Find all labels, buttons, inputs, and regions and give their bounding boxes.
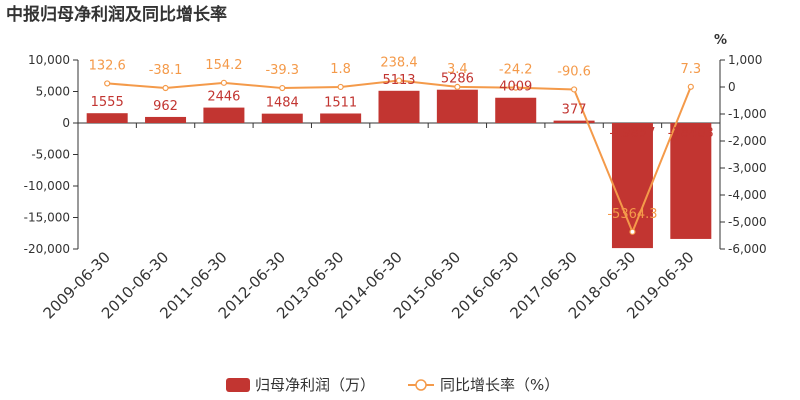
- legend-line-label: 同比增长率（%）: [440, 376, 559, 394]
- bar-value-label: 377: [562, 103, 587, 118]
- bar[interactable]: [203, 107, 245, 123]
- left-axis-tick-label: 0: [62, 116, 70, 130]
- bar-value-label: 5113: [382, 73, 415, 88]
- legend[interactable]: 归母净利润（万） 同比增长率（%）: [226, 376, 559, 394]
- right-axis-tick-label: -2,000: [728, 134, 767, 148]
- bar-value-label: -18403: [668, 126, 714, 141]
- bar[interactable]: [86, 113, 128, 123]
- line-point[interactable]: [279, 84, 286, 92]
- line-point[interactable]: [454, 83, 461, 91]
- right-axis-unit: %: [714, 33, 727, 48]
- line-point[interactable]: [570, 86, 578, 93]
- legend-bar-label: 归母净利润（万）: [255, 376, 375, 394]
- line-value-label: -24.2: [499, 63, 533, 78]
- data-labels: 1555 962 2446 1484 1511 5113 5286 4009 377 -19857…: [89, 56, 714, 222]
- right-axis-tick-label: 1,000: [728, 53, 762, 67]
- line-value-label: -5364.3: [607, 207, 657, 222]
- line-value-label: 132.6: [89, 58, 126, 73]
- line-point[interactable]: [162, 84, 169, 92]
- bar-series: [86, 89, 712, 249]
- line-point[interactable]: [220, 79, 228, 86]
- left-axis-tick-label: 5,000: [36, 85, 70, 99]
- line-point[interactable]: [629, 228, 636, 235]
- bar[interactable]: [553, 120, 595, 123]
- bar[interactable]: [611, 123, 653, 249]
- bar-value-label: 962: [153, 99, 178, 114]
- left-axis-tick-label: -20,000: [24, 242, 70, 256]
- right-axis-tick-label: -3,000: [728, 161, 767, 175]
- right-axis-tick-label: -4,000: [728, 188, 767, 202]
- line-value-label: 154.2: [205, 58, 242, 73]
- right-axis-tick-label: -5,000: [728, 215, 767, 229]
- line-point[interactable]: [395, 77, 403, 84]
- bar[interactable]: [436, 89, 478, 123]
- line-value-label: 238.4: [380, 56, 417, 71]
- legend-line-marker: [415, 379, 427, 391]
- bar-value-label: 4009: [499, 80, 532, 95]
- bar[interactable]: [670, 123, 712, 239]
- left-axis-tick-label: -15,000: [24, 211, 70, 225]
- line-value-label: -39.3: [265, 63, 299, 78]
- bar-value-label: 2446: [207, 90, 240, 105]
- bar-value-label: 1555: [91, 95, 124, 110]
- right-axis-tick-label: 0: [728, 80, 736, 94]
- line-point[interactable]: [337, 83, 344, 91]
- line-value-label: 7.3: [680, 62, 701, 77]
- bar-value-label: 1511: [324, 95, 357, 110]
- line-value-label: 1.8: [330, 62, 351, 77]
- bar-value-label: 1484: [266, 96, 299, 111]
- left-axis-tick-label: 10,000: [28, 53, 70, 67]
- bar[interactable]: [495, 97, 537, 123]
- bar-value-label: -19857: [609, 126, 655, 141]
- line-point[interactable]: [104, 80, 111, 87]
- right-axis-tick-label: -1,000: [728, 107, 767, 121]
- bar[interactable]: [261, 113, 303, 123]
- line-point[interactable]: [512, 84, 519, 91]
- chart-title: 中报归母净利润及同比增长率: [6, 4, 227, 25]
- bar[interactable]: [145, 116, 187, 123]
- bar[interactable]: [320, 113, 362, 123]
- line-value-label: -90.6: [557, 64, 591, 79]
- bar-value-label: 5286: [441, 72, 474, 87]
- line-value-label: -38.1: [149, 63, 183, 78]
- left-axis-tick-label: -10,000: [24, 179, 70, 193]
- legend-bar-swatch: [226, 378, 250, 392]
- left-axis-tick-label: -5,000: [31, 148, 70, 162]
- line-point[interactable]: [687, 83, 694, 90]
- bar[interactable]: [378, 90, 420, 123]
- line-value-label: 3.4: [447, 62, 468, 77]
- line-series: [104, 77, 694, 235]
- right-axis-tick-label: -6,000: [728, 242, 767, 256]
